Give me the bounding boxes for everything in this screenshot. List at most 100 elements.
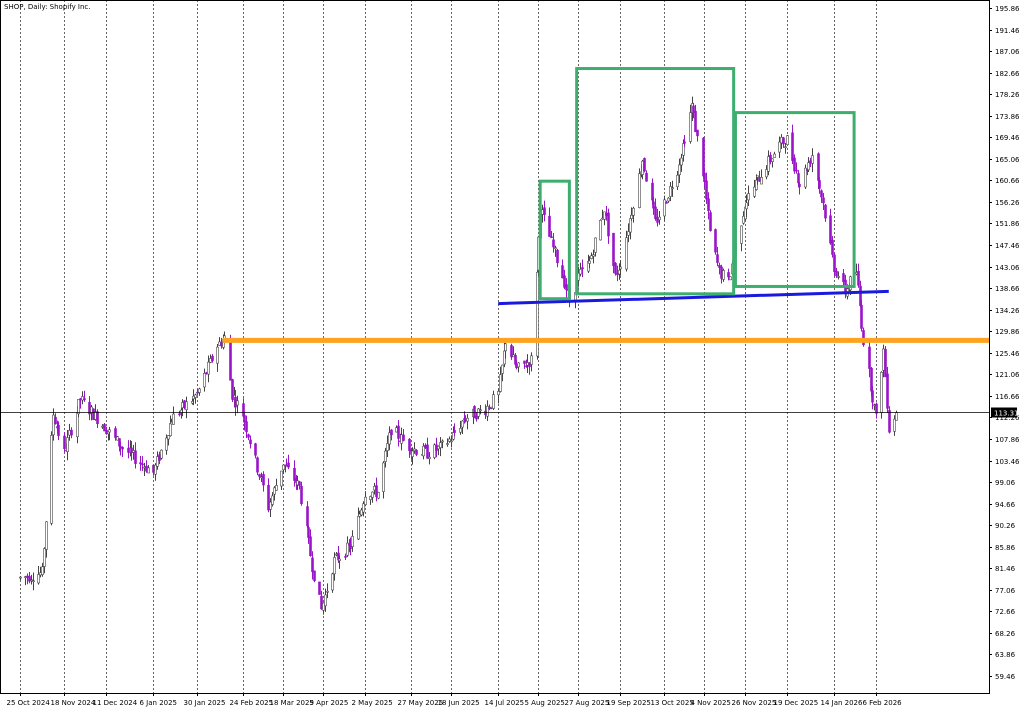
candle-body [132, 450, 135, 453]
candle-body [614, 263, 617, 274]
candle-body [397, 425, 400, 439]
x-tick-label: 26 Nov 2025 [732, 699, 777, 707]
candle-body [141, 463, 144, 466]
candle-body [530, 355, 533, 365]
candle-body [499, 374, 502, 392]
candle-body [588, 260, 591, 264]
candle-body [722, 270, 725, 280]
candle-body [362, 503, 365, 513]
x-tick-label: 14 Jul 2025 [485, 699, 525, 707]
candle-body [822, 197, 825, 204]
candle-body [81, 396, 84, 401]
candle-body [875, 403, 878, 414]
y-tick-label: 116.66 [995, 393, 1020, 401]
y-tick-label: 187.06 [995, 48, 1020, 56]
range-box [538, 179, 571, 301]
candle-body [92, 408, 95, 420]
candle-body [282, 464, 285, 471]
plot-frame [0, 0, 990, 694]
candle-body [486, 405, 489, 417]
candle-body [795, 169, 798, 172]
candle-body [727, 272, 730, 278]
candle-body [756, 175, 759, 178]
candle-body [185, 401, 188, 411]
candle-body [196, 391, 199, 394]
y-tick-label: 85.86 [995, 544, 1016, 552]
annotations[interactable] [0, 67, 989, 413]
candle-body [322, 602, 325, 611]
candle-body [170, 421, 173, 425]
candle-body [280, 470, 283, 487]
candle-body [52, 414, 55, 436]
candle-body [510, 345, 513, 358]
y-tick-label: 129.86 [995, 328, 1020, 336]
candle-body [269, 501, 272, 510]
candle-body [543, 207, 546, 215]
x-tick-label: 30 Jan 2025 [184, 699, 226, 707]
candle-body [771, 158, 774, 162]
candle-body [552, 239, 555, 248]
y-tick-label: 125.46 [995, 350, 1020, 358]
candle-body [669, 186, 672, 197]
candle-body [300, 485, 303, 504]
candle-body [793, 157, 796, 172]
x-tick-label: 6 Feb 2026 [863, 699, 903, 707]
y-tick-label: 182.66 [995, 70, 1020, 78]
candle-body [415, 449, 418, 455]
candle-body [829, 215, 832, 244]
y-tick-label: 59.46 [995, 673, 1016, 681]
candle-body [528, 362, 531, 367]
candle-body [271, 495, 274, 505]
candle-body [645, 172, 648, 182]
candle-body [880, 371, 883, 413]
candle-body [893, 418, 896, 432]
candle-body [360, 509, 363, 516]
candle-body [165, 437, 168, 451]
last-price-label: 113.31 [994, 410, 1019, 418]
price-axis[interactable]: 195.86 191.46 187.06 182.66 178.26 173.86 169.… [989, 5, 1020, 681]
candle-body [205, 372, 208, 374]
candle-body [665, 202, 668, 204]
candle-body [167, 435, 170, 440]
x-tick-label: 4 Nov 2025 [691, 699, 731, 707]
candle-body [267, 484, 270, 511]
candle-body [344, 556, 347, 558]
candle-body [326, 590, 329, 593]
candle-body [745, 202, 748, 210]
candle-body [760, 177, 763, 185]
candle-body [209, 358, 212, 363]
candle-body [667, 197, 670, 202]
candle-body [181, 402, 184, 409]
candle-body [147, 467, 150, 474]
candle-body [517, 362, 520, 368]
candle-body [791, 132, 794, 161]
candle-body [293, 467, 296, 481]
candle-body [707, 198, 710, 212]
candle-body [411, 450, 414, 457]
candle-body [692, 105, 695, 113]
candle-body [50, 435, 53, 524]
candle-body [28, 576, 31, 582]
candle-body [45, 521, 48, 550]
candle-body [377, 492, 380, 499]
candle-body [718, 265, 721, 268]
y-tick-label: 178.26 [995, 91, 1020, 99]
candle-body [797, 173, 800, 184]
candle-body [346, 542, 349, 556]
candle-body [220, 341, 223, 347]
y-tick-label: 103.46 [995, 458, 1020, 466]
candle-body [680, 157, 683, 166]
candle-body [169, 423, 172, 437]
candle-body [218, 341, 221, 346]
candle-body [817, 153, 820, 181]
candle-body [625, 237, 628, 270]
y-tick-label: 94.66 [995, 501, 1016, 509]
candle-body [630, 214, 633, 219]
candle-body [729, 276, 732, 281]
candle-body [154, 464, 157, 475]
y-tick-label: 169.46 [995, 134, 1020, 142]
candle-body [849, 276, 852, 291]
